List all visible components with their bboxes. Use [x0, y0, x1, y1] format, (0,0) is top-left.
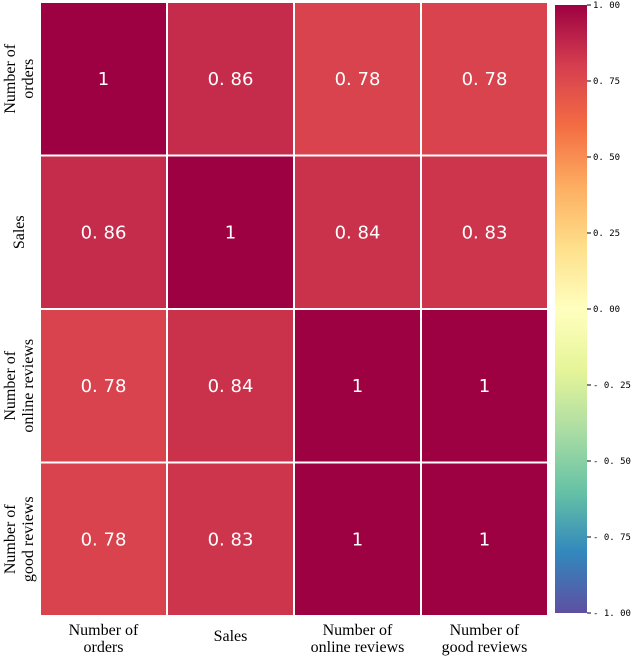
- row-label: Sales: [11, 215, 28, 249]
- heatmap-cell: [39, 461, 168, 617]
- colorbar-tick-label: 0. 75: [593, 77, 620, 87]
- row-label-line: orders: [20, 59, 37, 99]
- cell-value-label: 0. 86: [81, 222, 127, 243]
- colorbar-tick-label: 0. 00: [593, 305, 620, 315]
- cell-value-label: 1: [352, 529, 363, 550]
- colorbar-tick-label: 0. 50: [593, 153, 620, 163]
- cell-value-label: 1: [479, 529, 490, 550]
- row-label-line: online reviews: [20, 339, 37, 433]
- row-label: Number of orders: [2, 43, 37, 113]
- colorbar-tick-label: 1. 00: [593, 1, 620, 11]
- heatmap-cell: [420, 308, 549, 464]
- colorbar-tick-label: - 1. 00: [593, 609, 631, 619]
- row-label: Number of online reviews: [2, 339, 37, 433]
- column-label-line: online reviews: [311, 639, 405, 656]
- cell-value-label: 0. 83: [462, 222, 508, 243]
- colorbar-tick-label: - 0. 25: [593, 381, 631, 391]
- colorbar-tick-label: 0. 25: [593, 229, 620, 239]
- colorbar-tick-label: - 0. 75: [593, 533, 631, 543]
- heatmap-cell: [166, 461, 295, 617]
- cell-value-label: 0. 78: [81, 376, 127, 397]
- cell-value-label: 0. 78: [81, 529, 127, 550]
- colorbar-tick-label: - 0. 50: [593, 457, 631, 467]
- cell-value-label: 0. 83: [208, 529, 254, 550]
- column-label-line: Number of: [323, 622, 393, 639]
- row-label: Number of good reviews: [2, 496, 37, 582]
- column-label-line: Sales: [214, 628, 248, 645]
- cell-value-label: 1: [479, 376, 490, 397]
- cell-value-label: 1: [98, 69, 109, 90]
- colorbar: 1. 00 0. 75 0. 50 0. 25 0. 00 - 0. 25 - 0. 50 -…: [555, 1, 631, 619]
- cell-value-label: 0. 84: [335, 222, 381, 243]
- row-label-line: good reviews: [20, 496, 37, 582]
- heatmap-cells: 1 0. 86 0. 78 0. 78 0. 86 1 0. 84 0. 83 0. 78 0. …: [39, 1, 549, 617]
- heatmap-cell: [166, 1, 295, 157]
- cell-value-label: 0. 84: [208, 376, 254, 397]
- column-label-line: orders: [84, 639, 124, 656]
- heatmap-cell: [420, 154, 549, 310]
- cell-value-label: 0. 78: [462, 69, 508, 90]
- colorbar-ticks: 1. 00 0. 75 0. 50 0. 25 0. 00 - 0. 25 - 0. 50 -…: [587, 1, 631, 619]
- column-label-line: good reviews: [442, 639, 528, 656]
- row-label-line: Number of: [2, 504, 19, 574]
- cell-value-label: 0. 78: [335, 69, 381, 90]
- cell-value-label: 0. 86: [208, 69, 254, 90]
- heatmap-cell: [420, 1, 549, 157]
- row-label-line: Sales: [11, 215, 28, 249]
- column-label-line: Number of: [69, 622, 139, 639]
- cell-value-label: 1: [225, 222, 236, 243]
- heatmap-cell: [39, 1, 168, 157]
- heatmap-cell: [166, 308, 295, 464]
- row-label-line: Number of: [2, 350, 19, 420]
- heatmap-cell: [420, 461, 549, 617]
- heatmap-cell: [166, 154, 295, 310]
- row-label-line: Number of: [2, 43, 19, 113]
- cell-value-label: 1: [352, 376, 363, 397]
- column-label-line: Number of: [450, 622, 520, 639]
- heatmap-cell: [293, 1, 422, 157]
- colorbar-gradient: [555, 5, 587, 613]
